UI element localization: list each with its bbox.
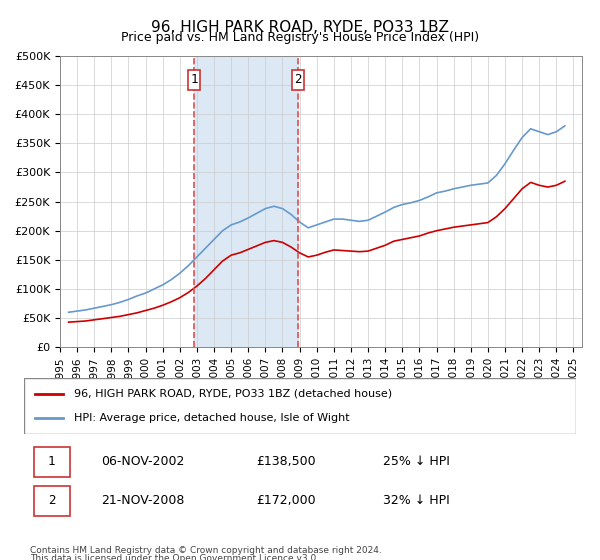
Text: 1: 1 <box>191 73 198 86</box>
Text: 1: 1 <box>48 455 55 468</box>
Text: £172,000: £172,000 <box>256 494 316 507</box>
Text: 96, HIGH PARK ROAD, RYDE, PO33 1BZ (detached house): 96, HIGH PARK ROAD, RYDE, PO33 1BZ (deta… <box>74 389 392 399</box>
FancyBboxPatch shape <box>34 486 70 516</box>
Text: Contains HM Land Registry data © Crown copyright and database right 2024.: Contains HM Land Registry data © Crown c… <box>30 546 382 555</box>
Text: HPI: Average price, detached house, Isle of Wight: HPI: Average price, detached house, Isle… <box>74 413 349 423</box>
Bar <box>194 56 298 347</box>
Text: 21-NOV-2008: 21-NOV-2008 <box>101 494 185 507</box>
Text: 2: 2 <box>294 73 302 86</box>
FancyBboxPatch shape <box>34 446 70 477</box>
FancyBboxPatch shape <box>292 70 304 90</box>
Text: This data is licensed under the Open Government Licence v3.0.: This data is licensed under the Open Gov… <box>30 554 319 560</box>
FancyBboxPatch shape <box>24 378 576 434</box>
Text: Price paid vs. HM Land Registry's House Price Index (HPI): Price paid vs. HM Land Registry's House … <box>121 31 479 44</box>
Text: £138,500: £138,500 <box>256 455 316 468</box>
FancyBboxPatch shape <box>188 70 200 90</box>
Text: 2: 2 <box>48 494 55 507</box>
Text: 25% ↓ HPI: 25% ↓ HPI <box>383 455 449 468</box>
Text: 96, HIGH PARK ROAD, RYDE, PO33 1BZ: 96, HIGH PARK ROAD, RYDE, PO33 1BZ <box>151 20 449 35</box>
Text: 06-NOV-2002: 06-NOV-2002 <box>101 455 185 468</box>
Text: 32% ↓ HPI: 32% ↓ HPI <box>383 494 449 507</box>
